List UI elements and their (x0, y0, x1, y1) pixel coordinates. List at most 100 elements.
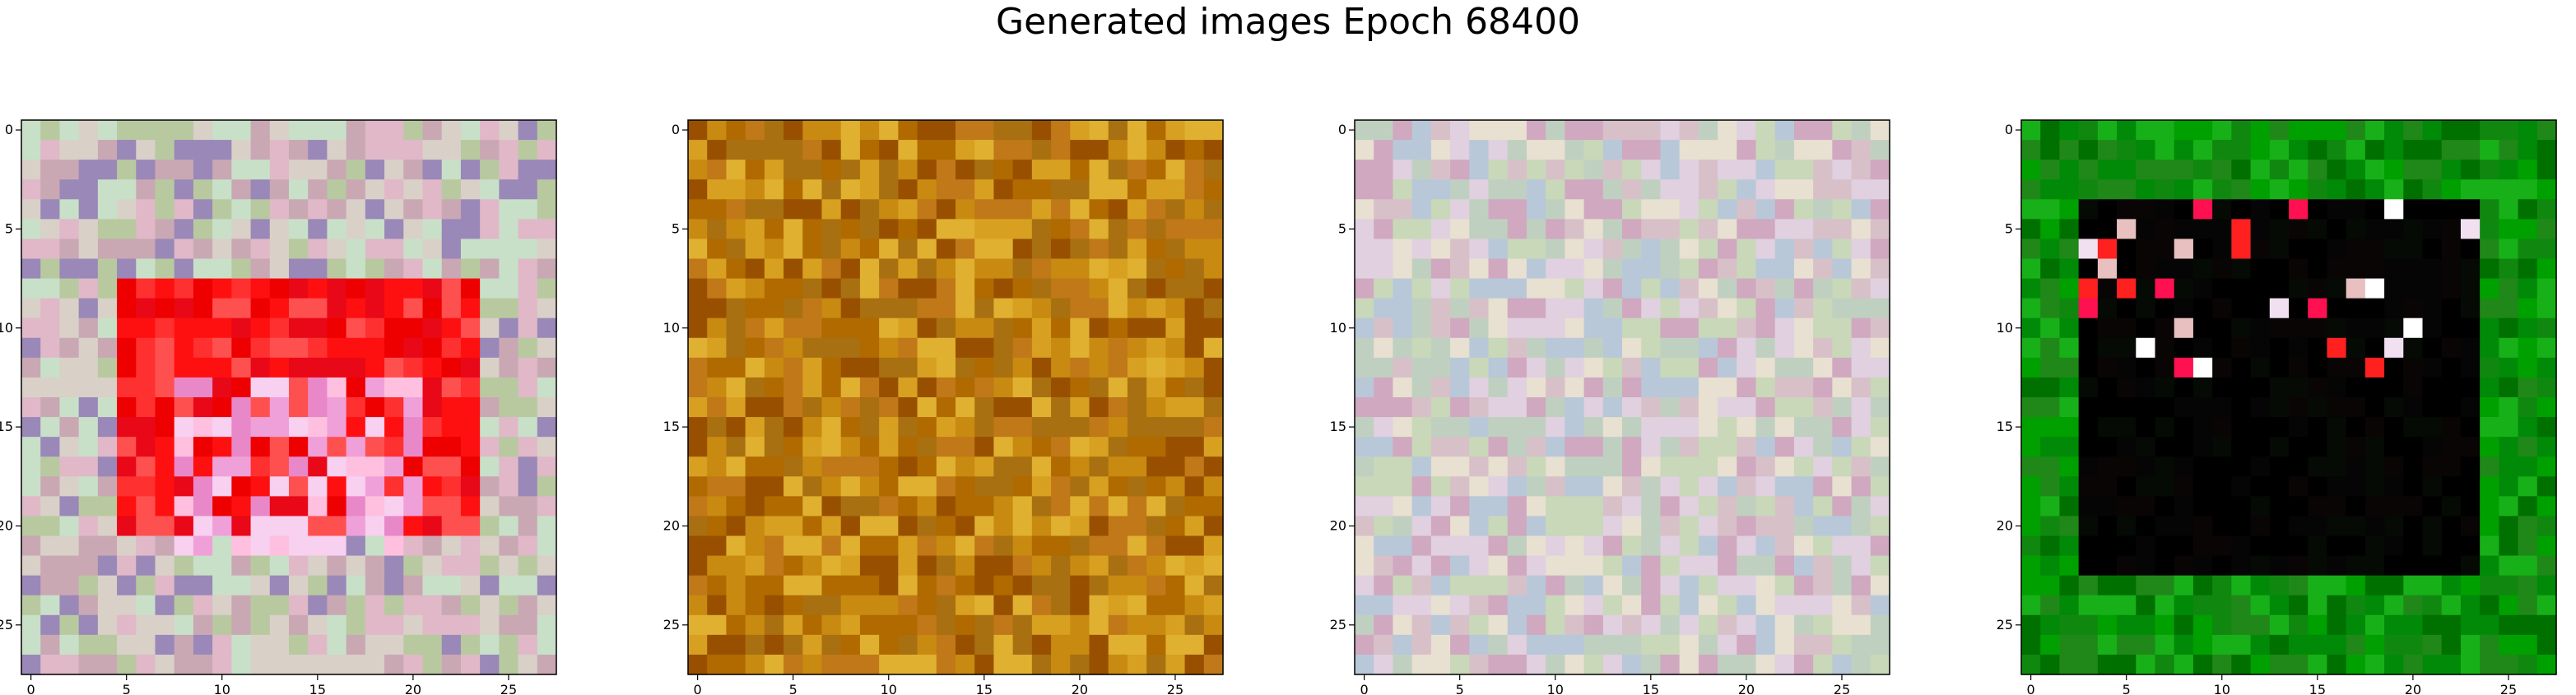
pixel-cell (174, 575, 194, 596)
pixel-cell (917, 278, 937, 299)
pixel-cell (403, 258, 424, 280)
pixel-cell (518, 437, 538, 457)
pixel-cell (783, 120, 803, 141)
pixel-cell (2441, 199, 2462, 220)
pixel-cell (155, 199, 175, 220)
x-tick-label: 25 (1834, 682, 1850, 695)
pixel-cell (460, 357, 481, 378)
pixel-cell (346, 317, 366, 339)
pixel-cell (1679, 417, 1700, 438)
pixel-cell (21, 160, 41, 180)
pixel-cell (2384, 654, 2404, 675)
pixel-cell (2269, 258, 2290, 280)
pixel-cell (2250, 496, 2271, 517)
pixel-cell (59, 140, 80, 160)
pixel-cell (346, 179, 366, 200)
pixel-cell (250, 160, 271, 180)
pixel-cell (726, 476, 746, 497)
pixel-cell (2289, 140, 2309, 160)
pixel-cell (1622, 160, 1642, 180)
pixel-cell (2422, 397, 2443, 418)
pixel-cell (764, 614, 784, 636)
y-tick-label: 10 (663, 320, 680, 336)
pixel-cell (346, 614, 366, 636)
pixel-cell (1679, 595, 1700, 616)
pixel-cell (174, 199, 194, 220)
pixel-cell (1832, 417, 1853, 438)
pixel-cell (974, 337, 995, 359)
pixel-cell (993, 476, 1014, 497)
y-tick-label: 25 (0, 617, 13, 632)
pixel-cell (2269, 476, 2290, 497)
pixel-cell (764, 397, 784, 418)
pixel-cell (1660, 160, 1681, 180)
pixel-cell (2327, 654, 2347, 675)
pixel-cell (1488, 634, 1509, 656)
pixel-cell (1793, 377, 1814, 398)
pixel-cell (726, 634, 746, 656)
pixel-cell (327, 417, 347, 438)
pixel-cell (2460, 397, 2481, 418)
pixel-cell (2441, 476, 2462, 497)
pixel-cell (231, 239, 252, 260)
pixel-cell (2097, 278, 2118, 299)
pixel-cell (1583, 496, 1604, 517)
pixel-cell (1813, 614, 1833, 636)
pixel-cell (2174, 317, 2194, 339)
pixel-cell (2327, 417, 2347, 438)
pixel-cell (2289, 278, 2309, 299)
pixel-cell (2059, 456, 2080, 477)
pixel-cell (726, 278, 746, 299)
pixel-cell (1622, 496, 1642, 517)
pixel-cell (441, 317, 462, 339)
pixel-cell (1793, 417, 1814, 438)
pixel-cell (2327, 357, 2347, 378)
pixel-cell (2422, 337, 2443, 359)
pixel-cell (840, 496, 861, 517)
pixel-cell (1602, 298, 1623, 319)
pixel-cell (879, 575, 899, 596)
pixel-cell (499, 595, 519, 616)
pixel-cell (1393, 219, 1413, 240)
pixel-cell (840, 535, 861, 557)
pixel-cell (936, 219, 956, 240)
pixel-cell (1737, 258, 1757, 280)
pixel-cell (1012, 317, 1033, 339)
pixel-cell (2536, 239, 2557, 260)
pixel-cell (59, 575, 80, 596)
pixel-cell (2327, 160, 2347, 180)
pixel-cell (2499, 634, 2519, 656)
pixel-cell (21, 595, 41, 616)
pixel-cell (898, 219, 918, 240)
pixel-cell (1546, 456, 1565, 477)
pixel-cell (2250, 555, 2271, 577)
pixel-cell (1393, 437, 1413, 457)
pixel-cell (1793, 614, 1814, 636)
pixel-cell (518, 160, 538, 180)
pixel-cell (155, 357, 175, 378)
pixel-cell (1031, 140, 1052, 160)
pixel-cell (2480, 120, 2499, 141)
pixel-cell (1089, 397, 1109, 418)
pixel-cell (726, 535, 746, 557)
pixel-cell (2518, 437, 2538, 457)
pixel-cell (2403, 298, 2424, 319)
pixel-cell (2040, 417, 2061, 438)
pixel-cell (2231, 179, 2252, 200)
pixel-cell (346, 357, 366, 378)
pixel-cell (327, 496, 347, 517)
pixel-cell (1565, 357, 1585, 378)
pixel-cell (537, 496, 557, 517)
pixel-cell (1718, 140, 1737, 160)
pixel-cell (2499, 179, 2519, 200)
pixel-cell (726, 397, 746, 418)
pixel-cell (2327, 555, 2347, 577)
pixel-cell (936, 595, 956, 616)
pixel-cell (764, 258, 784, 280)
pixel-cell (2289, 535, 2309, 557)
pixel-cell (2308, 377, 2328, 398)
pixel-cell (21, 298, 41, 319)
pixel-cell (2269, 437, 2290, 457)
pixel-cell (2078, 199, 2099, 220)
pixel-cell (2059, 298, 2080, 319)
